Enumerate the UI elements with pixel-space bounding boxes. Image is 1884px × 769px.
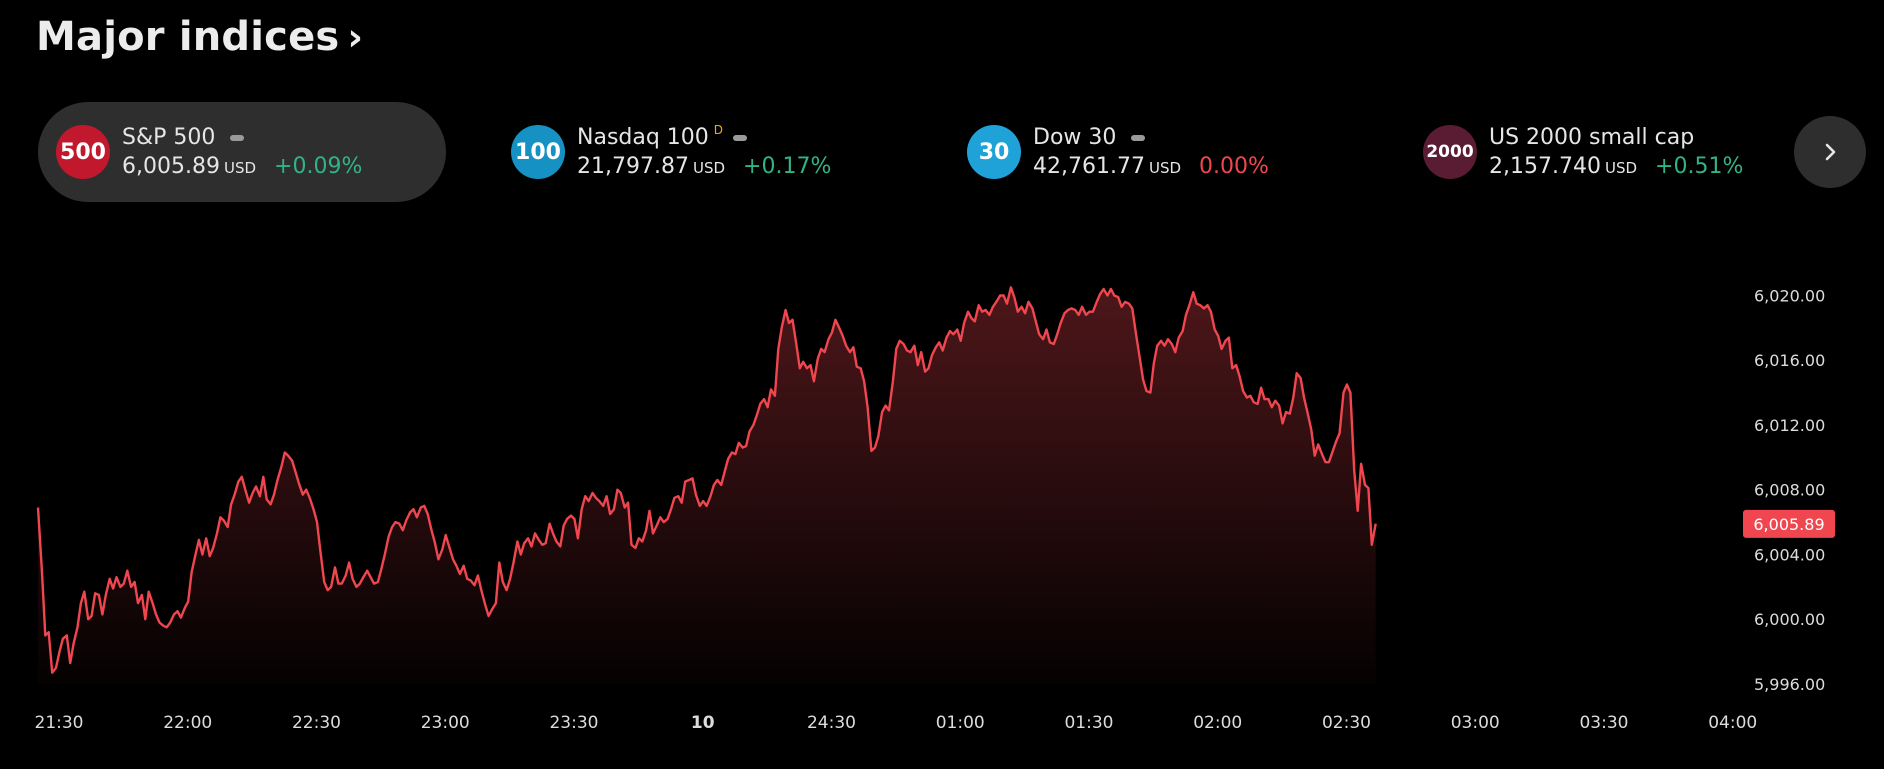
y-tick-label: 6,008.00 [1754,481,1825,500]
x-tick-label: 23:30 [549,713,598,733]
last-price-label: 6,005.89 [1743,509,1835,538]
ticker-badge: 100 [511,125,565,179]
chevron-right-icon: › [347,15,364,59]
x-tick-label: 22:30 [292,713,341,733]
y-tick-label: 6,020.00 [1754,286,1825,305]
x-tick-label: 24:30 [807,713,856,733]
chevron-right-icon [1825,143,1836,161]
last-price-badge [1743,509,1835,538]
x-tick-label: 02:00 [1193,713,1242,733]
ticker-badge: 30 [967,125,1021,179]
y-tick-label: 5,996.00 [1754,675,1825,694]
ticker-name: Nasdaq 100 [577,125,709,150]
x-tick-label: 21:30 [35,713,84,733]
ticker-badge: 2000 [1423,125,1477,179]
x-tick-label: 03:00 [1451,713,1500,733]
ticker-change: +0.51% [1655,154,1744,179]
y-tick-label: 6,012.00 [1754,416,1825,435]
ticker-name: S&P 500 [122,125,216,150]
y-tick-label: 6,000.00 [1754,610,1825,629]
ticker-name: Dow 30 [1033,125,1117,150]
x-tick-label: 01:00 [936,713,985,733]
price-line [36,286,1377,674]
ticker-nasdaq100[interactable]: 100 Nasdaq 100 D 21,797.87 USD +0.17% [493,102,901,202]
y-tick-label: 6,004.00 [1754,545,1825,564]
x-tick-label: 04:00 [1708,713,1757,733]
market-status-icon [230,134,245,141]
x-tick-label: 03:30 [1579,713,1628,733]
price-area [38,287,1376,684]
page-title-text: Major indices [36,14,340,60]
ticker-change: 0.00% [1199,154,1269,179]
ticker-value: 42,761.77 [1033,154,1145,179]
y-tick-label: 6,016.00 [1754,351,1825,370]
ticker-value: 6,005.89 [122,154,220,179]
ticker-currency: USD [223,159,257,177]
last-price-text: 6,005.89 [1753,515,1824,534]
y-axis: 6,020.00 6,016.00 6,012.00 6,008.00 6,004.00… [1754,286,1825,694]
delayed-flag: D [713,122,724,137]
ticker-name: US 2000 small cap [1489,125,1695,150]
ticker-change: +0.17% [743,154,832,179]
x-tick-label: 02:30 [1322,713,1371,733]
next-tickers-button[interactable] [1794,116,1866,188]
ticker-badge: 500 [56,125,110,179]
ticker-currency: USD [1604,159,1638,177]
x-tick-label: 10 [691,713,715,733]
x-tick-label: 22:00 [163,713,212,733]
page-title[interactable]: Major indices › [36,14,363,60]
ticker-strip: 500 S&P 500 6,005.89 USD +0.09% 100 Nasdaq… [38,102,1868,202]
ticker-us2000[interactable]: 2000 US 2000 small cap 2,157.740 USD +0.51… [1405,102,1813,202]
ticker-value: 2,157.740 [1489,154,1601,179]
x-tick-label: 23:00 [421,713,470,733]
ticker-sp500[interactable]: 500 S&P 500 6,005.89 USD +0.09% [38,102,446,202]
ticker-dow30[interactable]: 30 Dow 30 42,761.77 USD 0.00% [949,102,1357,202]
ticker-value: 21,797.87 [577,154,689,179]
x-axis: 21:30 22:00 22:30 23:00 23:30 10 24:30 01:00 01:… [35,713,1758,733]
x-tick-label: 01:30 [1064,713,1113,733]
ticker-currency: USD [692,159,726,177]
ticker-change: +0.09% [274,154,363,179]
ticker-currency: USD [1148,159,1182,177]
market-status-icon [733,134,748,141]
market-status-icon [1131,134,1146,141]
